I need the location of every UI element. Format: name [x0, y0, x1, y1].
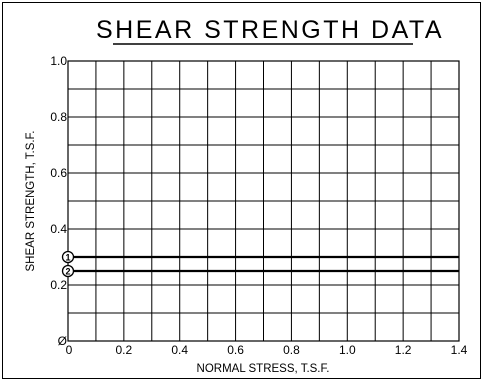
- series-layer: 12: [61, 250, 459, 278]
- chart-title-group: SHEAR STRENGTH DATA: [96, 16, 444, 45]
- y-tick-label: 0.8: [50, 110, 67, 124]
- series-marker-label: 1: [65, 253, 70, 263]
- grid-layer: [67, 60, 460, 342]
- tick-labels: 0 0.2 0.4 0.6 0.8 1.0 1.2 1.4 Ø 0.2 0.4 0.6 0.8 1.0: [50, 54, 467, 357]
- chart-frame: [2, 2, 481, 379]
- series-marker-label: 2: [65, 267, 70, 277]
- y-tick-label: 0.2: [50, 278, 67, 292]
- x-tick-label: 1.2: [395, 343, 412, 357]
- x-tick-label: 1.4: [451, 343, 468, 357]
- x-tick-label: 0.4: [171, 343, 188, 357]
- series-marker-circle: [61, 250, 75, 264]
- y-tick-label: Ø: [58, 334, 67, 348]
- x-axis-label: NORMAL STRESS, T.S.F.: [197, 363, 330, 375]
- chart-title: SHEAR STRENGTH DATA: [96, 16, 444, 44]
- x-tick-label: 0.6: [227, 343, 244, 357]
- x-tick-label: 0.8: [283, 343, 300, 357]
- x-tick-label: 1.0: [339, 343, 356, 357]
- x-tick-label: 0.2: [116, 343, 133, 357]
- y-tick-label: 0.6: [50, 166, 67, 180]
- y-tick-label: 0.4: [50, 222, 67, 236]
- y-axis-label: SHEAR STRENGTH, T.S.F.: [25, 130, 37, 271]
- series-marker-circle: [61, 264, 75, 278]
- x-tick-label: 0: [66, 343, 73, 357]
- y-tick-label: 1.0: [50, 54, 67, 68]
